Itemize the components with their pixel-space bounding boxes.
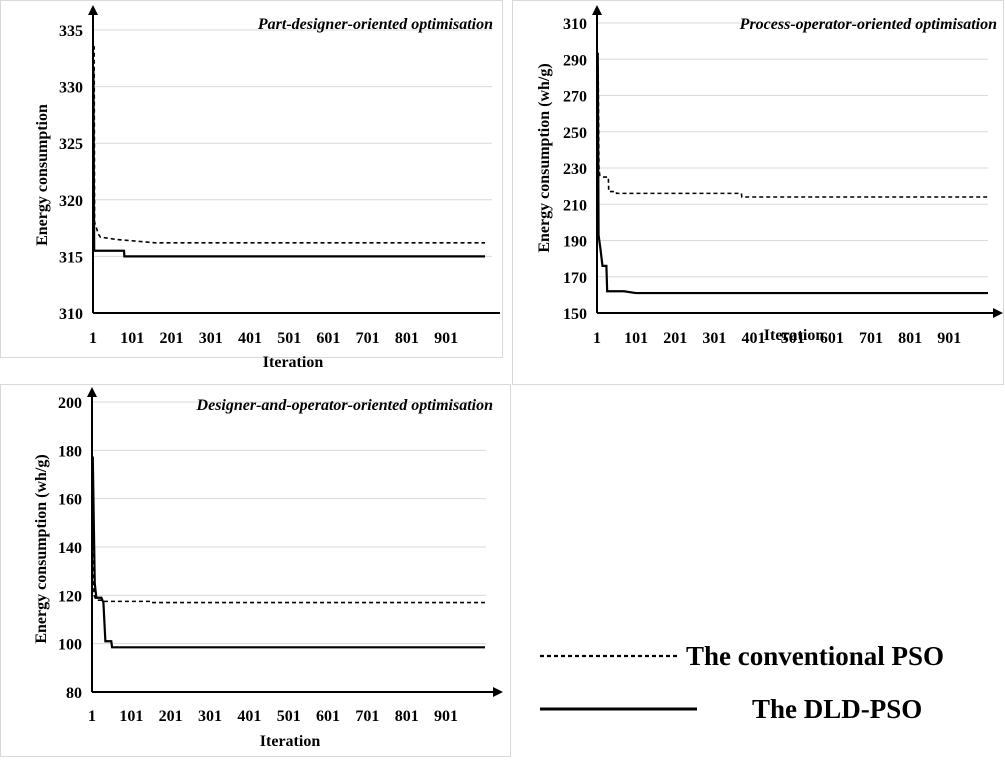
y-tick-label: 230 — [563, 161, 587, 178]
x-tick-label: 201 — [159, 330, 183, 347]
x-tick-label: 601 — [316, 330, 340, 347]
y-tick-label: 320 — [59, 193, 83, 210]
y-tick-label: 160 — [58, 492, 82, 509]
y-tick-label: 315 — [59, 249, 83, 266]
x-tick-label: 801 — [395, 708, 419, 725]
x-tick-label: 501 — [277, 708, 301, 725]
chart-panel-process-operator: 150 170 190 210 230 250 270 290 310 1 101 201 301 40… — [512, 0, 1004, 385]
series-line-the-dld-pso — [596, 52, 988, 295]
x-tick-label: 601 — [316, 708, 340, 725]
x-tick-label: 301 — [702, 330, 726, 347]
y-tick-label: 290 — [563, 52, 587, 69]
series-line-the-dld-pso — [92, 68, 485, 258]
panel-border — [0, 384, 511, 757]
series-line-the-conventional-pso — [597, 67, 988, 198]
y-tick-label: 210 — [563, 197, 587, 214]
x-tick-label: 901 — [937, 330, 961, 347]
series-line-the-conventional-pso — [93, 46, 485, 244]
x-tick-label: 1 — [88, 708, 96, 725]
x-axis-label: Iteration — [263, 354, 324, 371]
y-tick-label: 100 — [58, 637, 82, 654]
x-tick-label: 1 — [89, 330, 97, 347]
x-tick-label: 101 — [120, 330, 144, 347]
y-tick-label: 250 — [563, 125, 587, 142]
x-tick-label: 401 — [238, 330, 262, 347]
legend-label-conventional-pso: The conventional PSO — [686, 641, 944, 671]
x-tick-label: 501 — [277, 330, 301, 347]
y-tick-label: 310 — [59, 306, 83, 323]
x-tick-label: 301 — [198, 708, 222, 725]
x-axis-label: Iteration — [260, 733, 321, 750]
chart-title: Part-designer-oriented optimisation — [257, 16, 493, 33]
y-tick-label: 325 — [59, 136, 83, 153]
chart-panel-designer-and-operator: 80 100 120 140 160 180 200 1 101 201 301 401 501 601… — [0, 384, 511, 757]
x-tick-label: 101 — [119, 708, 143, 725]
chart-panel-part-designer: 310 315 320 325 330 335 1 101 201 301 401 501 601 70… — [0, 0, 503, 371]
chart-legend: The conventional PSO The DLD-PSO — [540, 641, 944, 724]
panel-border — [512, 0, 1004, 385]
y-tick-label: 150 — [563, 306, 587, 323]
x-tick-label: 201 — [159, 708, 183, 725]
chart-title: Designer-and-operator-oriented optimisat… — [196, 397, 494, 414]
legend-label-dld-pso: The DLD-PSO — [752, 694, 922, 724]
y-axis-label: Energy consumption (wh/g) — [33, 454, 50, 643]
y-tick-label: 180 — [58, 443, 82, 460]
y-tick-label: 330 — [59, 80, 83, 97]
x-tick-label: 901 — [434, 708, 458, 725]
x-tick-label: 701 — [355, 708, 379, 725]
series-line-the-conventional-pso — [91, 546, 485, 604]
x-tick-label: 201 — [663, 330, 687, 347]
y-tick-label: 310 — [563, 16, 587, 33]
series-line-the-dld-pso — [91, 456, 485, 649]
x-tick-label: 801 — [898, 330, 922, 347]
x-tick-label: 501 — [781, 330, 805, 347]
y-tick-label: 170 — [563, 270, 587, 287]
y-tick-label: 190 — [563, 234, 587, 251]
x-tick-label: 801 — [395, 330, 419, 347]
panel-border — [0, 0, 503, 358]
chart-title: Process-operator-oriented optimisation — [739, 16, 997, 33]
x-tick-label: 701 — [859, 330, 883, 347]
y-axis-label: Energy consumption (wh/g) — [536, 63, 553, 252]
x-tick-label: 101 — [624, 330, 648, 347]
x-tick-label: 301 — [199, 330, 223, 347]
y-tick-label: 140 — [58, 540, 82, 557]
x-tick-label: 701 — [356, 330, 380, 347]
y-tick-label: 200 — [58, 395, 82, 412]
x-tick-label: 601 — [820, 330, 844, 347]
x-tick-label: 1 — [593, 330, 601, 347]
y-axis-label: Energy consumption — [34, 104, 51, 246]
x-tick-label: 401 — [237, 708, 261, 725]
x-axis-label: Iteration — [764, 327, 825, 344]
y-tick-label: 335 — [59, 23, 83, 40]
x-tick-label: 901 — [434, 330, 458, 347]
y-tick-label: 120 — [58, 588, 82, 605]
x-tick-label: 401 — [742, 330, 766, 347]
y-tick-label: 270 — [563, 89, 587, 106]
y-tick-label: 80 — [66, 685, 82, 702]
